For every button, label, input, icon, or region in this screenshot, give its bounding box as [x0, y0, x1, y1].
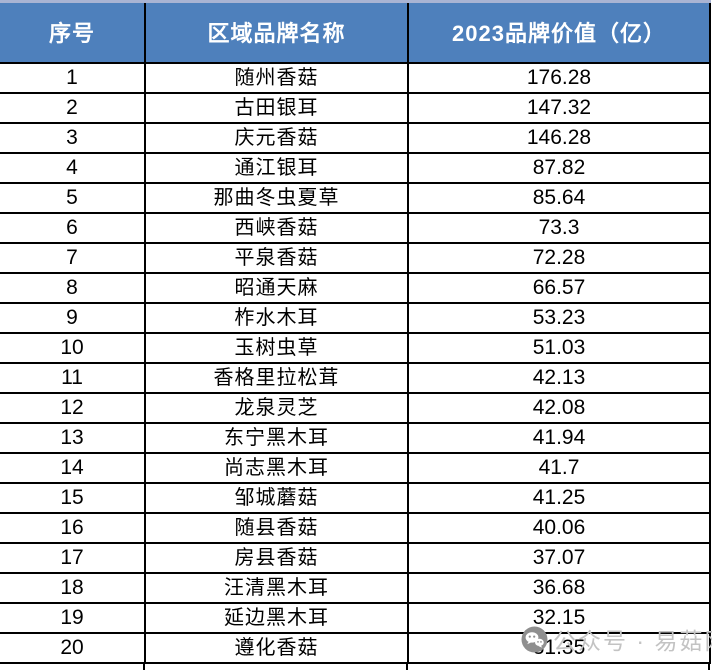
serial-number-cell: 14	[0, 452, 145, 484]
brand-value-cell: 31.35	[407, 632, 710, 664]
serial-number-cell: 10	[0, 332, 145, 364]
table-row: 12 龙泉灵芝 42.08	[0, 392, 710, 424]
table-row: 20 遵化香菇 31.35	[0, 632, 710, 664]
brand-value-cell: 41.25	[407, 482, 710, 514]
brand-name-cell: 随州香菇	[144, 62, 408, 94]
brand-name-cell: 那曲冬虫夏草	[144, 182, 408, 214]
header-serial-number: 序号	[0, 1, 145, 64]
cutoff-next-row-remnant	[0, 663, 710, 670]
table-row: 7 平泉香菇 72.28	[0, 242, 710, 274]
serial-number-cell: 19	[0, 602, 145, 634]
table-row: 8 昭通天麻 66.57	[0, 272, 710, 304]
brand-value-cell: 87.82	[407, 152, 710, 184]
brand-value-cell: 66.57	[407, 272, 710, 304]
serial-number-cell: 13	[0, 422, 145, 454]
brand-name-cell: 柞水木耳	[144, 302, 408, 334]
brand-value-cell: 72.28	[407, 242, 710, 274]
table-row: 10 玉树虫草 51.03	[0, 332, 710, 364]
serial-number-cell: 16	[0, 512, 145, 544]
serial-number-cell: 1	[0, 62, 145, 94]
brand-value-cell: 176.28	[407, 62, 710, 94]
serial-number-cell: 9	[0, 302, 145, 334]
header-row: 序号 区域品牌名称 2023品牌价值（亿）	[0, 1, 710, 64]
column-divider-stub	[708, 663, 710, 670]
brand-value-cell: 42.13	[407, 362, 710, 394]
brand-name-cell: 随县香菇	[144, 512, 408, 544]
serial-number-cell: 7	[0, 242, 145, 274]
serial-number-cell: 5	[0, 182, 145, 214]
brand-value-cell: 36.68	[407, 572, 710, 604]
table-row: 14 尚志黑木耳 41.7	[0, 452, 710, 484]
table-row: 9 柞水木耳 53.23	[0, 302, 710, 334]
serial-number-cell: 15	[0, 482, 145, 514]
serial-number-cell: 12	[0, 392, 145, 424]
brand-name-cell: 玉树虫草	[144, 332, 408, 364]
brand-value-cell: 40.06	[407, 512, 710, 544]
brand-name-cell: 汪清黑木耳	[144, 572, 408, 604]
serial-number-cell: 18	[0, 572, 145, 604]
serial-number-cell: 17	[0, 542, 145, 574]
brand-value-cell: 146.28	[407, 122, 710, 154]
brand-value-cell: 32.15	[407, 602, 710, 634]
brand-value-cell: 37.07	[407, 542, 710, 574]
brand-name-cell: 昭通天麻	[144, 272, 408, 304]
brand-name-cell: 庆元香菇	[144, 122, 408, 154]
serial-number-cell: 6	[0, 212, 145, 244]
table-row: 11 香格里拉松茸 42.13	[0, 362, 710, 394]
table-row: 13 东宁黑木耳 41.94	[0, 422, 710, 454]
header-brand-value-2023: 2023品牌价值（亿）	[407, 1, 710, 64]
table-row: 15 邹城蘑菇 41.25	[0, 482, 710, 514]
column-divider-stub	[406, 663, 408, 670]
table-row: 2 古田银耳 147.32	[0, 92, 710, 124]
table-row: 1 随州香菇 176.28	[0, 62, 710, 94]
brand-name-cell: 龙泉灵芝	[144, 392, 408, 424]
brand-name-cell: 通江银耳	[144, 152, 408, 184]
brand-name-cell: 邹城蘑菇	[144, 482, 408, 514]
serial-number-cell: 2	[0, 92, 145, 124]
table-row: 3 庆元香菇 146.28	[0, 122, 710, 154]
brand-name-cell: 尚志黑木耳	[144, 452, 408, 484]
brand-name-cell: 古田银耳	[144, 92, 408, 124]
table-row: 6 西峡香菇 73.3	[0, 212, 710, 244]
table-row: 19 延边黑木耳 32.15	[0, 602, 710, 634]
brand-value-cell: 42.08	[407, 392, 710, 424]
brand-value-cell: 73.3	[407, 212, 710, 244]
serial-number-cell: 11	[0, 362, 145, 394]
brand-value-cell: 53.23	[407, 302, 710, 334]
table-row: 18 汪清黑木耳 36.68	[0, 572, 710, 604]
table-row: 17 房县香菇 37.07	[0, 542, 710, 574]
brand-value-cell: 41.7	[407, 452, 710, 484]
brand-value-cell: 41.94	[407, 422, 710, 454]
brand-name-cell: 香格里拉松茸	[144, 362, 408, 394]
brand-value-cell: 147.32	[407, 92, 710, 124]
table-body: 1 随州香菇 176.28 2 古田银耳 147.32 3 庆元香菇 146.2…	[0, 62, 710, 664]
brand-value-cell: 51.03	[407, 332, 710, 364]
serial-number-cell: 4	[0, 152, 145, 184]
column-divider-stub	[143, 663, 145, 670]
serial-number-cell: 3	[0, 122, 145, 154]
brand-name-cell: 东宁黑木耳	[144, 422, 408, 454]
brand-name-cell: 遵化香菇	[144, 632, 408, 664]
brand-name-cell: 西峡香菇	[144, 212, 408, 244]
serial-number-cell: 8	[0, 272, 145, 304]
header-brand-name: 区域品牌名称	[144, 1, 408, 64]
table-row: 4 通江银耳 87.82	[0, 152, 710, 184]
brand-value-cell: 85.64	[407, 182, 710, 214]
brand-name-cell: 房县香菇	[144, 542, 408, 574]
table-row: 16 随县香菇 40.06	[0, 512, 710, 544]
serial-number-cell: 20	[0, 632, 145, 664]
brand-name-cell: 平泉香菇	[144, 242, 408, 274]
table-row: 5 那曲冬虫夏草 85.64	[0, 182, 710, 214]
brand-name-cell: 延边黑木耳	[144, 602, 408, 634]
